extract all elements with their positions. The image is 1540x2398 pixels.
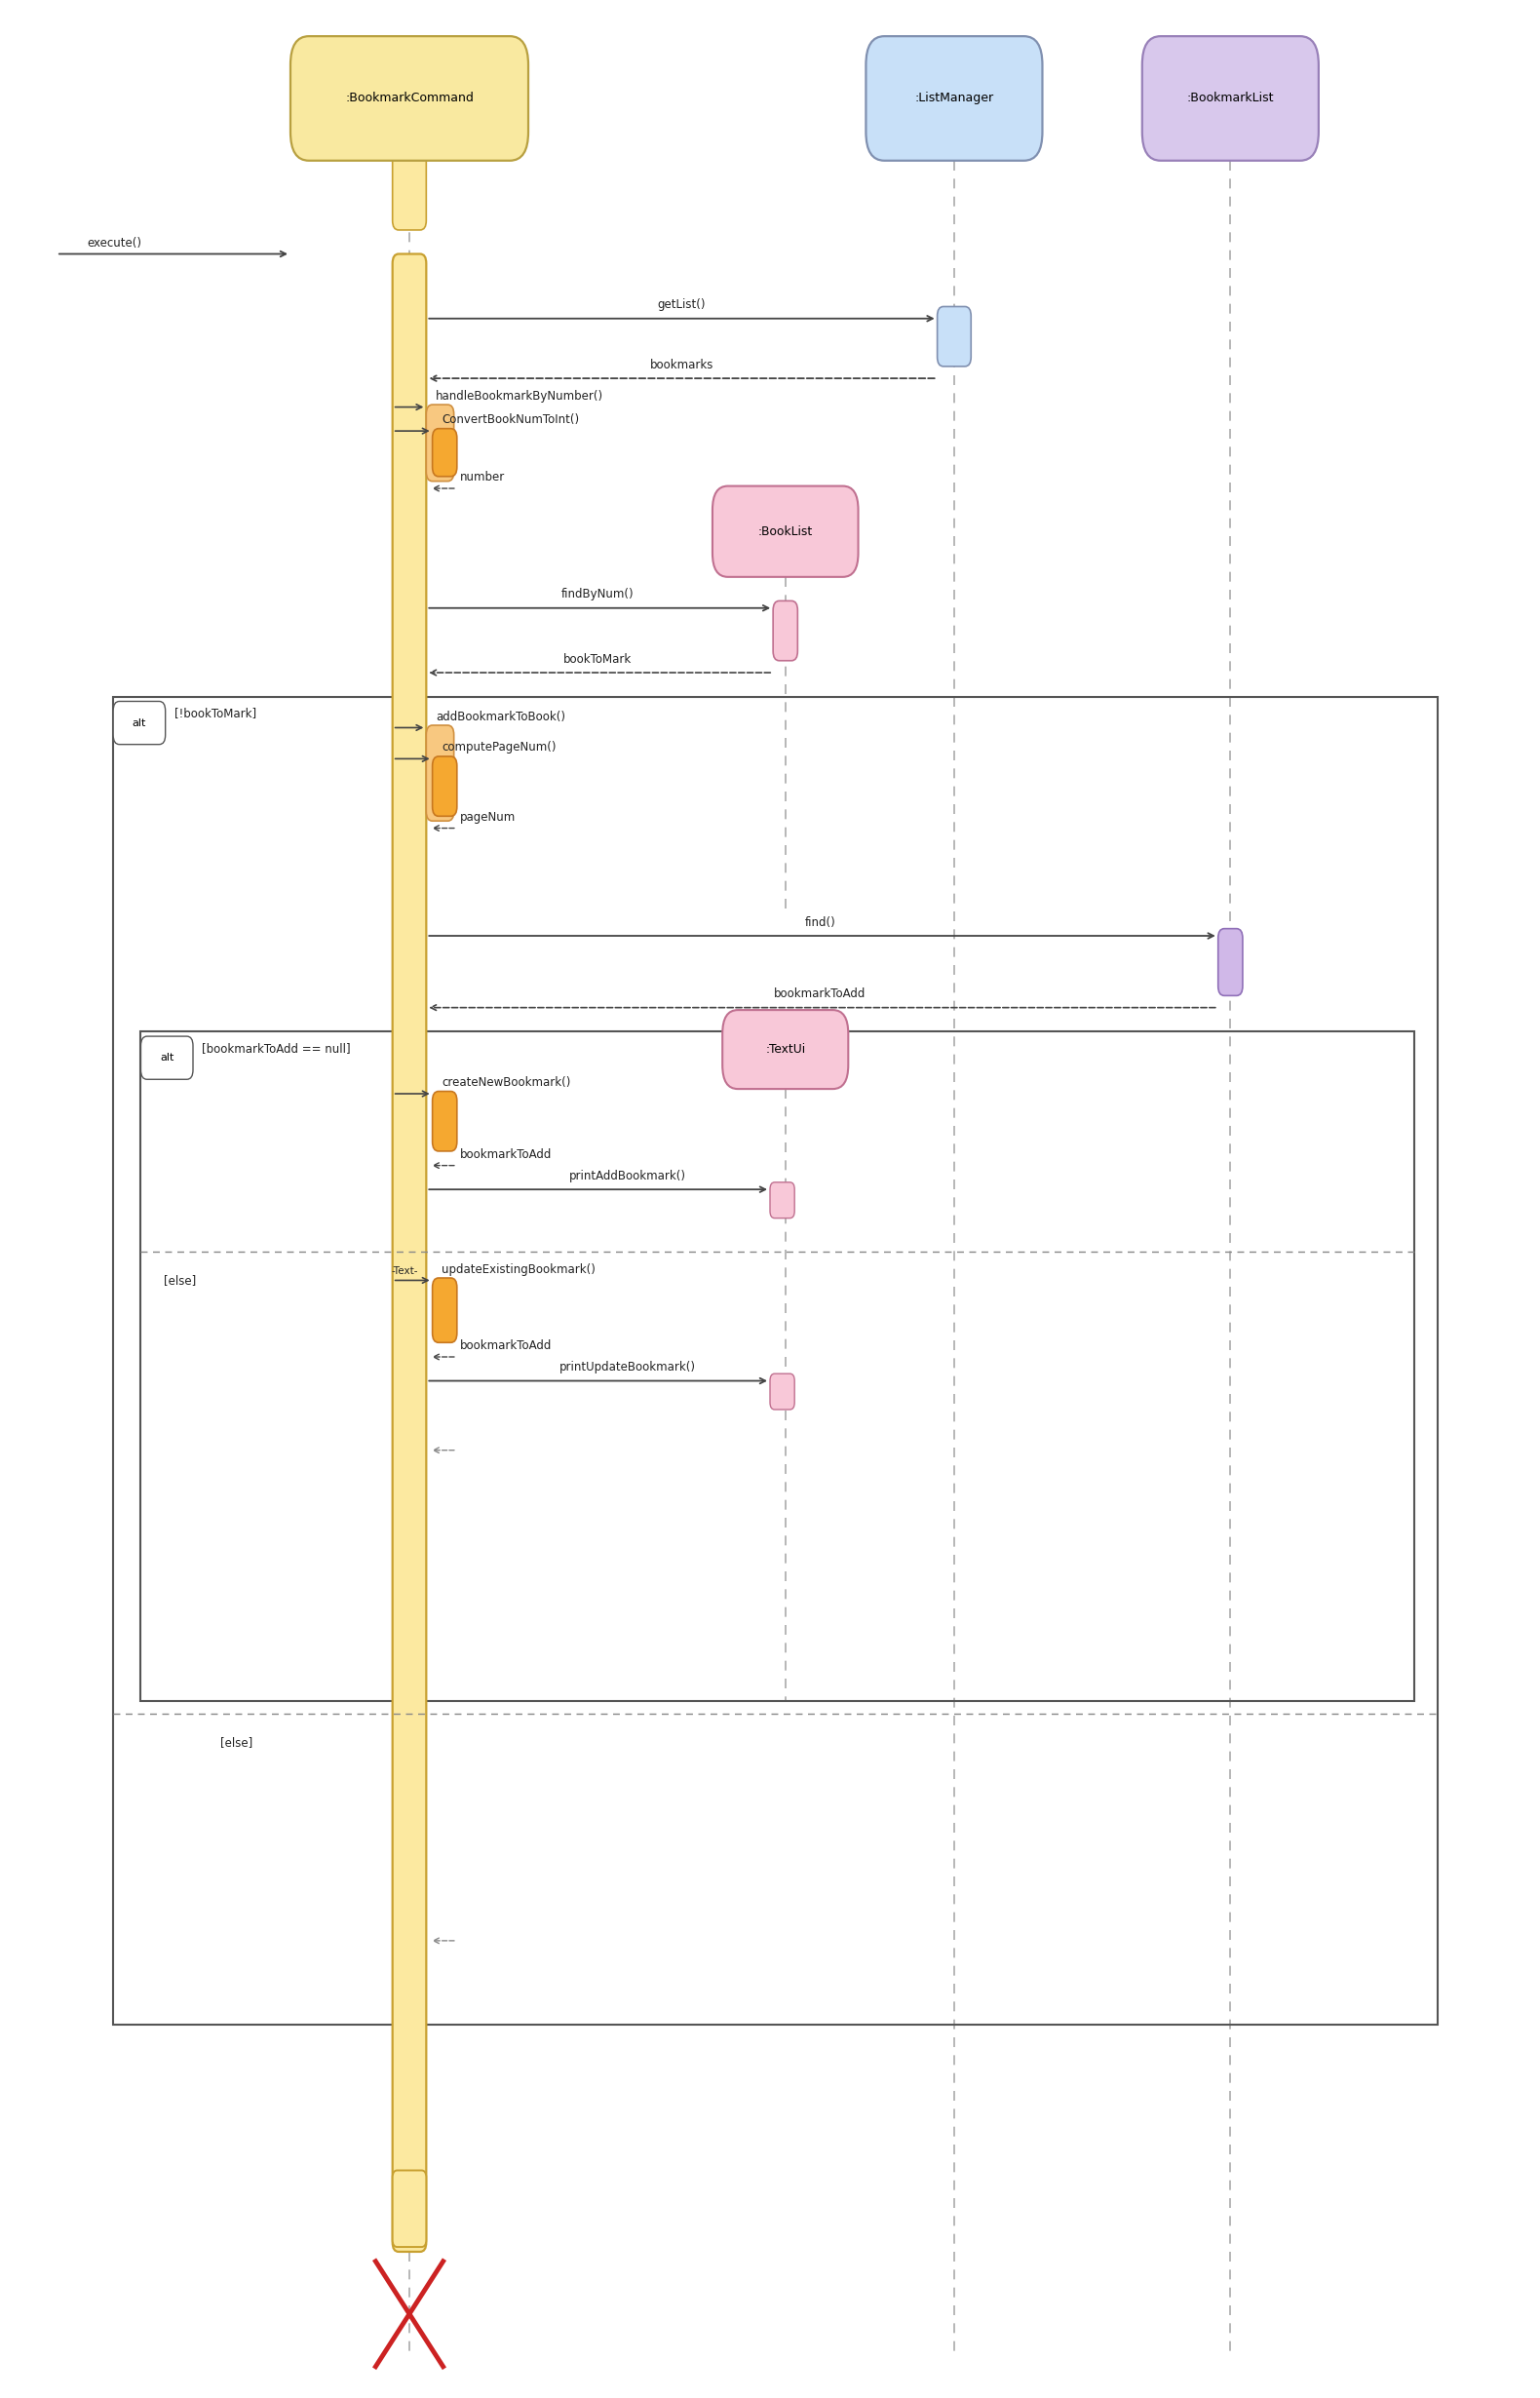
Text: printAddBookmark(): printAddBookmark() [570,1170,687,1182]
FancyBboxPatch shape [1218,928,1243,995]
Text: [else]: [else] [220,1736,253,1748]
Text: createNewBookmark(): createNewBookmark() [442,1077,571,1089]
FancyBboxPatch shape [427,405,454,482]
Text: [!bookToMark]: [!bookToMark] [174,707,257,719]
FancyBboxPatch shape [722,1010,849,1089]
FancyBboxPatch shape [938,307,972,367]
Text: printUpdateBookmark(): printUpdateBookmark() [561,1362,696,1374]
Text: addBookmarkToBook(): addBookmarkToBook() [436,710,565,722]
FancyBboxPatch shape [433,1091,457,1151]
Bar [140,1031,1415,1703]
FancyBboxPatch shape [140,1036,192,1079]
Text: :BookmarkList: :BookmarkList [1187,91,1274,106]
Text: find(): find() [804,916,835,928]
Text: :ListManager: :ListManager [915,91,993,106]
FancyBboxPatch shape [773,602,798,662]
Text: bookmarkToAdd: bookmarkToAdd [775,988,865,1000]
FancyBboxPatch shape [865,36,1043,161]
Text: number: number [460,470,505,484]
FancyBboxPatch shape [713,487,858,578]
Text: pageNum: pageNum [460,811,516,823]
FancyBboxPatch shape [393,134,427,230]
FancyBboxPatch shape [393,254,427,2252]
FancyBboxPatch shape [433,755,457,815]
Text: :TextUi: :TextUi [765,1043,805,1055]
Text: alt: alt [132,717,146,727]
Text: updateExistingBookmark(): updateExistingBookmark() [442,1264,596,1276]
Text: [bookmarkToAdd == null]: [bookmarkToAdd == null] [202,1041,351,1055]
Text: -Text-: -Text- [391,1266,419,1276]
Text: computePageNum(): computePageNum() [442,741,556,753]
FancyBboxPatch shape [114,700,165,743]
Text: getList(): getList() [658,300,705,312]
Text: :BookmarkCommand: :BookmarkCommand [345,91,474,106]
Text: :BookList: :BookList [758,525,813,537]
Text: execute(): execute() [88,237,142,249]
Text: bookmarkToAdd: bookmarkToAdd [460,1340,551,1352]
FancyBboxPatch shape [433,1278,457,1343]
FancyBboxPatch shape [433,429,457,477]
FancyBboxPatch shape [427,724,454,820]
FancyBboxPatch shape [770,1374,795,1410]
FancyBboxPatch shape [1143,36,1318,161]
Bar [114,695,1437,2024]
Text: [else]: [else] [163,1273,196,1288]
FancyBboxPatch shape [393,2170,427,2247]
Text: bookmarkToAdd: bookmarkToAdd [460,1149,551,1161]
FancyBboxPatch shape [770,1182,795,1218]
Text: bookToMark: bookToMark [564,652,631,667]
Text: bookmarks: bookmarks [650,357,713,372]
Text: handleBookmarkByNumber(): handleBookmarkByNumber() [436,388,604,403]
Text: alt: alt [160,1053,174,1062]
Text: findByNum(): findByNum() [561,588,634,602]
Text: ConvertBookNumToInt(): ConvertBookNumToInt() [442,412,579,427]
FancyBboxPatch shape [291,36,528,161]
